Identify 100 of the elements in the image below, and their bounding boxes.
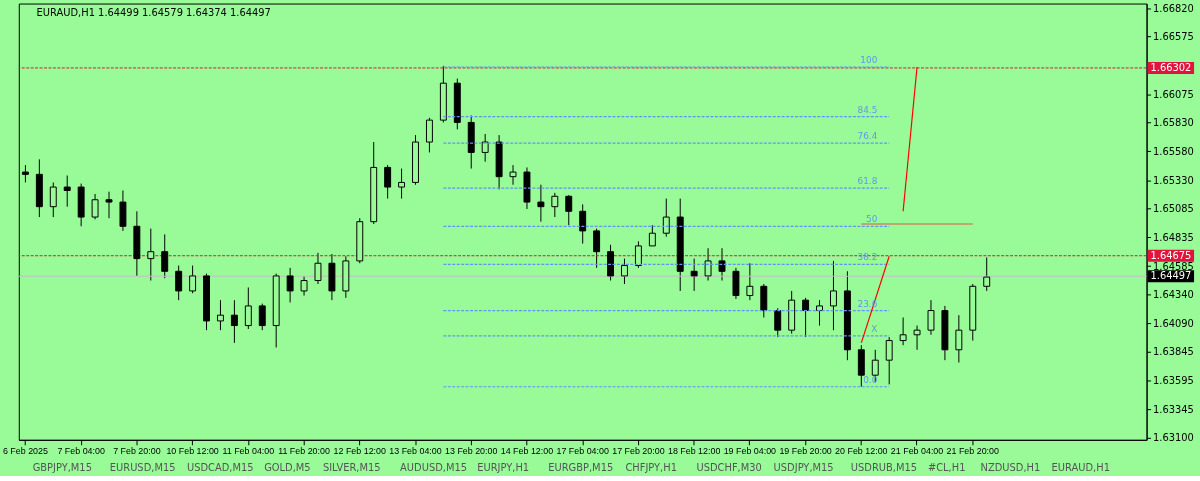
- candlestick: [147, 228, 155, 282]
- x-tick-label: 21 Feb 20:00: [946, 446, 1000, 457]
- candlestick: [91, 193, 99, 220]
- candlestick: [885, 336, 893, 385]
- x-tick-label: 13 Feb 20:00: [445, 446, 498, 457]
- series-label: 50: [865, 214, 878, 225]
- series-label: X: [871, 323, 878, 334]
- candlestick: [63, 175, 71, 208]
- x-tick-label: 6 Feb 2025: [2, 446, 48, 457]
- candlestick: [49, 181, 57, 218]
- x-tick-label: 18 Feb 12:00: [667, 446, 721, 457]
- x-tick-label: 19 Feb 04:00: [723, 446, 777, 457]
- y-tick-label: 1.63345: [1153, 403, 1194, 415]
- candlestick: [983, 256, 991, 292]
- x-tick-label: 12 Feb 12:00: [333, 446, 387, 457]
- chart-title: EURAUD,H1 1.64499 1.64579 1.64374 1.64497: [36, 7, 271, 19]
- x-tick-label: 21 Feb 04:00: [890, 446, 944, 457]
- candlestick: [398, 168, 406, 200]
- x-tick-label: 20 Feb 12:00: [835, 446, 888, 457]
- text: EURUSD,M15: [109, 462, 176, 474]
- y-tick-label: 1.66575: [1153, 30, 1194, 42]
- series-label: 100: [860, 55, 878, 66]
- candlestick: [802, 297, 810, 338]
- y-tick-label: 1.64090: [1153, 317, 1194, 329]
- y-tick-label: 1.63595: [1153, 374, 1194, 386]
- candlestick: [955, 314, 963, 363]
- candlestick: [829, 260, 837, 331]
- series-label: 76.4: [857, 131, 878, 142]
- text: USDRUB,M15: [850, 462, 917, 474]
- x-tick-label: 7 Feb 04:00: [57, 446, 105, 457]
- x-tick-label: 14 Feb 12:00: [500, 446, 554, 457]
- text: USDCAD,M15: [186, 462, 254, 474]
- candlestick: [244, 286, 252, 330]
- candlestick: [189, 265, 197, 294]
- ref-line-label: 1.64497: [1150, 270, 1192, 282]
- candlestick: [300, 275, 308, 297]
- series-label: 84.5: [857, 104, 878, 115]
- candlestick: [621, 258, 628, 285]
- y-tick-label: 1.63845: [1153, 345, 1194, 357]
- candlestick: [913, 325, 921, 351]
- candlestick: [690, 258, 698, 292]
- x-tick-label: 13 Feb 04:00: [389, 446, 442, 457]
- candlestick: [746, 262, 754, 301]
- candlestick: [579, 203, 587, 245]
- y-tick-label: 1.65085: [1153, 202, 1194, 214]
- y-tick-label: 1.65830: [1153, 116, 1194, 128]
- text: USDCHF,M30: [696, 462, 762, 474]
- text: NZDUSD,H1: [980, 462, 1041, 474]
- y-tick-label: 1.63100: [1153, 431, 1194, 443]
- y-tick-label: 1.64340: [1153, 288, 1194, 300]
- candlestick: [161, 233, 169, 279]
- candlestick: [593, 228, 601, 269]
- candlestick: [481, 133, 489, 163]
- x-tick-label: 11 Feb 20:00: [278, 446, 330, 457]
- candlestick: [384, 164, 392, 200]
- candlestick: [286, 267, 294, 303]
- candlestick: [927, 299, 935, 336]
- y-tick-label: 1.66820: [1153, 2, 1194, 14]
- candlestick: [899, 316, 907, 346]
- series-label: 0.0: [863, 374, 878, 385]
- candlestick: [314, 252, 322, 285]
- candlestick: [537, 184, 545, 223]
- text: EURJPY,H1: [477, 462, 530, 474]
- x-tick-label: 10 Feb 12:00: [166, 446, 219, 457]
- text: USDJPY,M15: [773, 462, 834, 474]
- y-tick-label: 1.64835: [1153, 231, 1194, 243]
- text: SILVER,M15: [322, 462, 381, 474]
- text: CHFJPY,H1: [625, 462, 677, 474]
- candlestick: [216, 299, 224, 331]
- y-tick-label: 1.65330: [1153, 174, 1194, 186]
- y-tick-label: 1.66075: [1153, 88, 1194, 100]
- y-tick-label: 1.65580: [1153, 145, 1194, 157]
- candlestick: [258, 303, 266, 331]
- candlestick: [634, 240, 642, 269]
- x-tick-label: 17 Feb 20:00: [612, 446, 665, 457]
- candlestick: [230, 299, 238, 344]
- candlestick: [509, 164, 517, 186]
- text: EURGBP,M15: [548, 462, 614, 474]
- candlestick: [105, 191, 113, 219]
- x-tick-label: 17 Feb 04:00: [556, 446, 609, 457]
- text: GOLD,M5: [264, 462, 311, 474]
- text: EURAUD,H1: [1051, 462, 1110, 474]
- candlestick: [565, 194, 573, 226]
- text: #CL,H1: [927, 462, 966, 474]
- x-tick-label: 19 Feb 20:00: [779, 446, 832, 457]
- ref-line-label: 1.66302: [1150, 61, 1192, 73]
- candlestick: [425, 117, 433, 153]
- candlestick: [704, 247, 712, 282]
- x-tick-label: 7 Feb 20:00: [113, 446, 161, 457]
- x-tick-label: 11 Feb 04:00: [222, 446, 275, 457]
- candlestick: [175, 265, 183, 301]
- candlestick: [774, 307, 782, 338]
- candlestick: [662, 198, 670, 238]
- candlestick: [648, 224, 656, 247]
- ref-line-label: 1.64675: [1150, 249, 1192, 261]
- y-tick-label: 1.64585: [1153, 260, 1194, 272]
- candlestick: [816, 299, 823, 327]
- series-label: 61.8: [857, 176, 878, 187]
- candlestick: [551, 192, 559, 218]
- candlestick: [718, 247, 726, 282]
